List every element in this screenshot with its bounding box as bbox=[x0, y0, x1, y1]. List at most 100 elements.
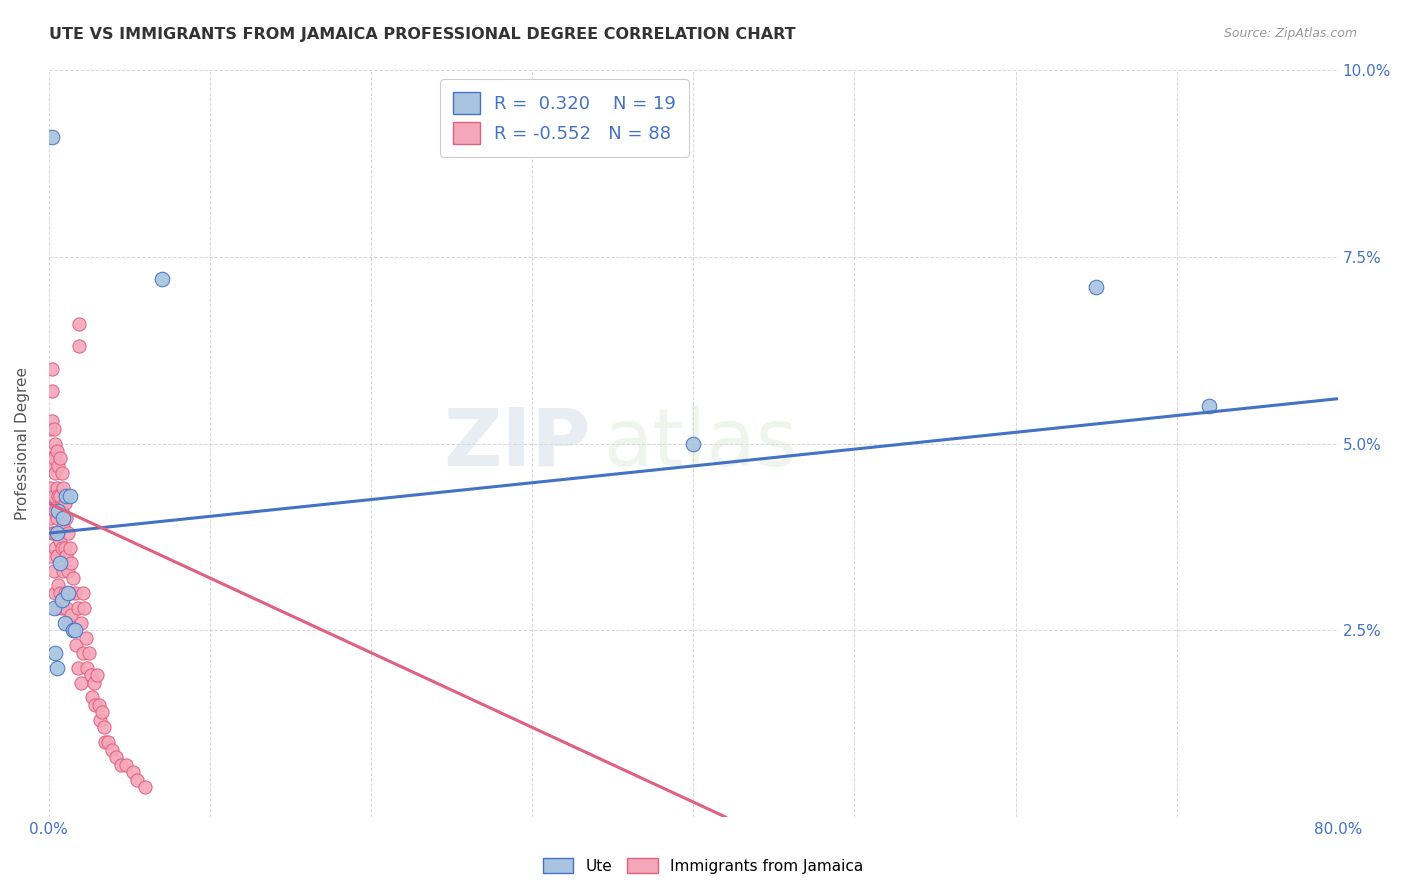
Point bbox=[82, 690, 104, 705]
Point bbox=[62, 624, 84, 638]
Point bbox=[52, 511, 75, 525]
Point bbox=[39, 481, 62, 495]
Point bbox=[42, 564, 65, 578]
Point bbox=[41, 496, 63, 510]
Legend: Ute, Immigrants from Jamaica: Ute, Immigrants from Jamaica bbox=[537, 852, 869, 880]
Point bbox=[66, 660, 89, 674]
Point bbox=[51, 541, 73, 555]
Point bbox=[72, 646, 94, 660]
Point bbox=[1198, 399, 1220, 413]
Point bbox=[49, 586, 72, 600]
Point bbox=[39, 421, 62, 435]
Point bbox=[121, 765, 143, 780]
Point bbox=[77, 646, 100, 660]
Point bbox=[682, 436, 704, 450]
Point bbox=[42, 526, 65, 541]
Point bbox=[48, 504, 70, 518]
Point bbox=[56, 564, 79, 578]
Point bbox=[87, 698, 110, 712]
Point bbox=[55, 489, 77, 503]
Point bbox=[45, 549, 67, 563]
Point bbox=[67, 339, 90, 353]
Point bbox=[127, 772, 149, 787]
Point bbox=[45, 444, 67, 458]
Point bbox=[89, 713, 111, 727]
Point bbox=[105, 750, 128, 764]
Point bbox=[41, 414, 63, 428]
Point bbox=[39, 511, 62, 525]
Point bbox=[75, 631, 97, 645]
Point bbox=[100, 743, 122, 757]
Point bbox=[60, 608, 83, 623]
Point bbox=[44, 436, 66, 450]
Point bbox=[42, 451, 65, 466]
Point bbox=[62, 624, 84, 638]
Point bbox=[1085, 279, 1108, 293]
Point bbox=[42, 489, 65, 503]
Point bbox=[48, 458, 70, 473]
Point bbox=[59, 586, 82, 600]
Point bbox=[63, 624, 86, 638]
Point bbox=[42, 600, 65, 615]
Point bbox=[56, 615, 79, 630]
Point bbox=[39, 451, 62, 466]
Point bbox=[83, 675, 105, 690]
Point bbox=[52, 564, 75, 578]
Point bbox=[44, 541, 66, 555]
Legend: R =  0.320    N = 19, R = -0.552   N = 88: R = 0.320 N = 19, R = -0.552 N = 88 bbox=[440, 79, 689, 157]
Point bbox=[150, 272, 173, 286]
Point bbox=[48, 526, 70, 541]
Point bbox=[48, 578, 70, 592]
Point bbox=[49, 556, 72, 570]
Point bbox=[94, 735, 117, 749]
Point bbox=[52, 481, 75, 495]
Point bbox=[44, 467, 66, 481]
Point bbox=[53, 496, 76, 510]
Point bbox=[93, 720, 115, 734]
Text: atlas: atlas bbox=[603, 405, 797, 483]
Point bbox=[59, 541, 82, 555]
Text: Source: ZipAtlas.com: Source: ZipAtlas.com bbox=[1223, 27, 1357, 40]
Point bbox=[51, 593, 73, 607]
Point bbox=[45, 481, 67, 495]
Point bbox=[49, 451, 72, 466]
Point bbox=[41, 361, 63, 376]
Point bbox=[51, 600, 73, 615]
Point bbox=[115, 757, 138, 772]
Point bbox=[45, 511, 67, 525]
Point bbox=[70, 615, 93, 630]
Point bbox=[52, 518, 75, 533]
Point bbox=[63, 586, 86, 600]
Point bbox=[41, 526, 63, 541]
Point bbox=[53, 615, 76, 630]
Point bbox=[90, 706, 112, 720]
Point bbox=[55, 549, 77, 563]
Point bbox=[134, 780, 156, 794]
Point bbox=[48, 489, 70, 503]
Point bbox=[45, 600, 67, 615]
Point bbox=[51, 504, 73, 518]
Point bbox=[41, 458, 63, 473]
Point bbox=[41, 130, 63, 145]
Point bbox=[66, 600, 89, 615]
Point bbox=[53, 541, 76, 555]
Point bbox=[44, 504, 66, 518]
Point bbox=[41, 384, 63, 399]
Point bbox=[49, 489, 72, 503]
Point bbox=[59, 489, 82, 503]
Point bbox=[65, 638, 87, 652]
Point bbox=[51, 467, 73, 481]
Point bbox=[60, 556, 83, 570]
Point bbox=[70, 675, 93, 690]
Point bbox=[110, 757, 132, 772]
Text: UTE VS IMMIGRANTS FROM JAMAICA PROFESSIONAL DEGREE CORRELATION CHART: UTE VS IMMIGRANTS FROM JAMAICA PROFESSIO… bbox=[49, 27, 796, 42]
Y-axis label: Professional Degree: Professional Degree bbox=[15, 367, 30, 520]
Point bbox=[56, 586, 79, 600]
Point bbox=[55, 600, 77, 615]
Point bbox=[56, 526, 79, 541]
Point bbox=[72, 586, 94, 600]
Point bbox=[73, 600, 96, 615]
Point bbox=[42, 421, 65, 435]
Point bbox=[45, 660, 67, 674]
Point bbox=[67, 317, 90, 331]
